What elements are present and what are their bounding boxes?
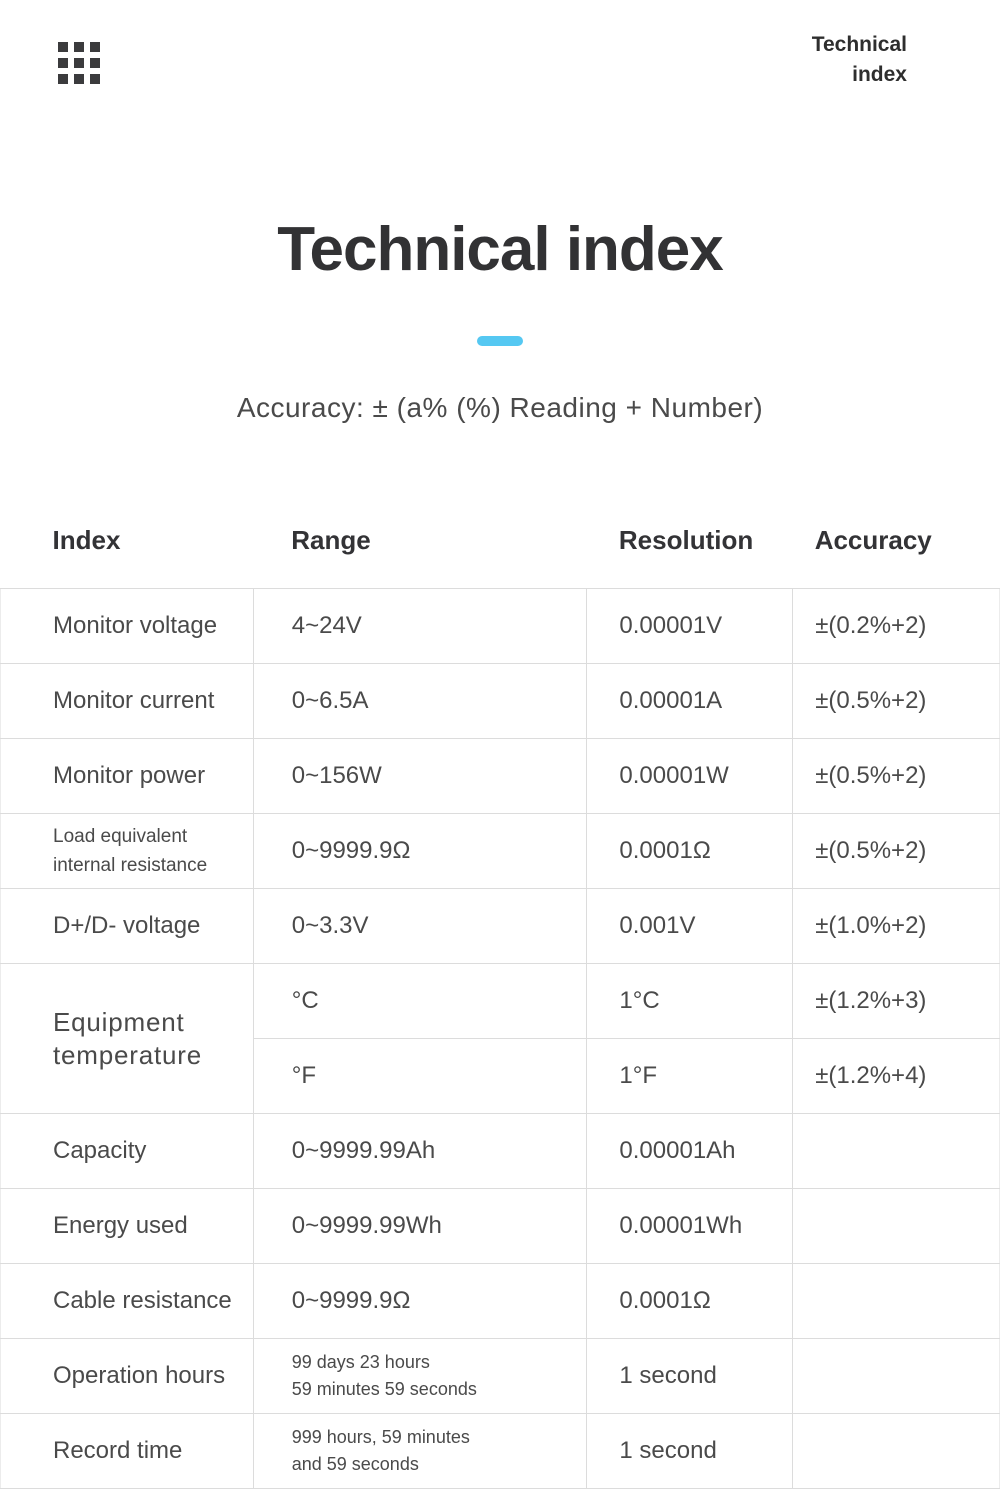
cell-accuracy: ±(1.2%+3)	[792, 963, 1000, 1039]
cell-index: Monitor power	[0, 738, 254, 814]
column-header-resolution: Resolution	[586, 527, 793, 589]
cell-range: 0~9999.99Ah	[252, 1113, 588, 1189]
cell-accuracy: ±(0.5%+2)	[792, 813, 1000, 889]
column-header-index: Index	[0, 527, 254, 589]
cell-index: Capacity	[0, 1113, 254, 1189]
title-accent-dash	[477, 336, 523, 346]
corner-page-label: Technical index	[812, 30, 907, 90]
top-bar: Technical index	[0, 0, 1000, 96]
page-title: Technical index	[277, 215, 724, 284]
cell-resolution: 0.00001Ah	[586, 1113, 794, 1189]
table-row: Monitor power 0~156W 0.00001W ±(0.5%+2)	[0, 738, 1000, 814]
cell-range: °F	[252, 1038, 588, 1114]
cell-resolution: 0.001V	[586, 888, 794, 964]
table-row: Energy used 0~9999.99Wh 0.00001Wh	[0, 1188, 1000, 1264]
column-header-range: Range	[253, 527, 587, 589]
cell-range: 999 hours, 59 minutes and 59 seconds	[252, 1413, 588, 1489]
cell-range: 0~3.3V	[252, 888, 588, 964]
cell-index: Cable resistance	[0, 1263, 254, 1339]
table-row: Operation hours 99 days 23 hours 59 minut…	[0, 1338, 1000, 1414]
cell-accuracy: ±(0.5%+2)	[792, 663, 1000, 739]
table-row: °F 1°F ±(1.2%+4)	[1, 1038, 1000, 1114]
cell-resolution: 0.0001Ω	[586, 1263, 794, 1339]
cell-resolution: 0.00001Wh	[586, 1188, 794, 1264]
table-row: Monitor current 0~6.5A 0.00001A ±(0.5%+2)	[0, 663, 1000, 739]
cell-index: Record time	[0, 1413, 254, 1489]
cell-accuracy: ±(0.2%+2)	[792, 588, 1000, 664]
corner-label-line2: index	[852, 63, 907, 86]
cell-index: Load equivalent internal resistance	[0, 813, 254, 889]
cell-index: Monitor current	[0, 663, 254, 739]
cell-accuracy	[792, 1263, 1000, 1339]
cell-index: Energy used	[0, 1188, 254, 1264]
cell-range: 0~9999.99Wh	[252, 1188, 588, 1264]
cell-range: 0~9999.9Ω	[252, 813, 588, 889]
table-row: Capacity 0~9999.99Ah 0.00001Ah	[0, 1113, 1000, 1189]
table-row: Monitor voltage 4~24V 0.00001V ±(0.2%+2)	[0, 588, 1000, 664]
column-header-accuracy: Accuracy	[792, 527, 1000, 589]
corner-label-line1: Technical	[811, 33, 907, 56]
cell-accuracy: ±(0.5%+2)	[792, 738, 1000, 814]
table-row: D+/D- voltage 0~3.3V 0.001V ±(1.0%+2)	[0, 888, 1000, 964]
header-row: Index Range Resolution Accuracy	[0, 527, 1000, 589]
cell-range: 0~156W	[252, 738, 588, 814]
spec-table: Index Range Resolution Accuracy Monitor …	[0, 527, 1000, 1489]
cell-range: 0~6.5A	[252, 663, 588, 739]
cell-resolution: 0.00001W	[586, 738, 794, 814]
table-row: Load equivalent internal resistance 0~999…	[0, 813, 1000, 889]
cell-accuracy	[792, 1113, 1000, 1189]
cell-resolution: 0.00001V	[586, 588, 794, 664]
cell-range: 0~9999.9Ω	[252, 1263, 588, 1339]
table-row: Record time 999 hours, 59 minutes and 59 …	[0, 1413, 1000, 1489]
cell-range: °C	[252, 963, 588, 1039]
table-row: Cable resistance 0~9999.9Ω 0.0001Ω	[0, 1263, 1000, 1339]
cell-resolution: 1 second	[586, 1338, 794, 1414]
accuracy-formula: Accuracy: ± (a% (%) Reading + Number)	[236, 392, 764, 423]
cell-index: D+/D- voltage	[0, 888, 254, 964]
cell-index: Equipment temperature	[0, 963, 254, 1114]
cell-resolution: 1°C	[586, 963, 794, 1039]
cell-accuracy: ±(1.2%+4)	[792, 1038, 1000, 1114]
table-row: Equipment temperature °C 1°C ±(1.2%+3)	[0, 963, 1000, 1114]
cell-accuracy: ±(1.0%+2)	[792, 888, 1000, 964]
cell-resolution: 0.00001A	[586, 663, 794, 739]
cell-range: 99 days 23 hours 59 minutes 59 seconds	[252, 1338, 588, 1414]
grid-dots-icon[interactable]	[58, 42, 100, 84]
cell-resolution: 1 second	[586, 1413, 794, 1489]
cell-accuracy	[792, 1413, 1000, 1489]
cell-accuracy	[792, 1188, 1000, 1264]
cell-index: Operation hours	[0, 1338, 254, 1414]
cell-accuracy	[792, 1338, 1000, 1414]
cell-range: 4~24V	[252, 588, 588, 664]
cell-index: Monitor voltage	[0, 588, 254, 664]
cell-resolution: 1°F	[586, 1038, 794, 1114]
cell-resolution: 0.0001Ω	[586, 813, 794, 889]
